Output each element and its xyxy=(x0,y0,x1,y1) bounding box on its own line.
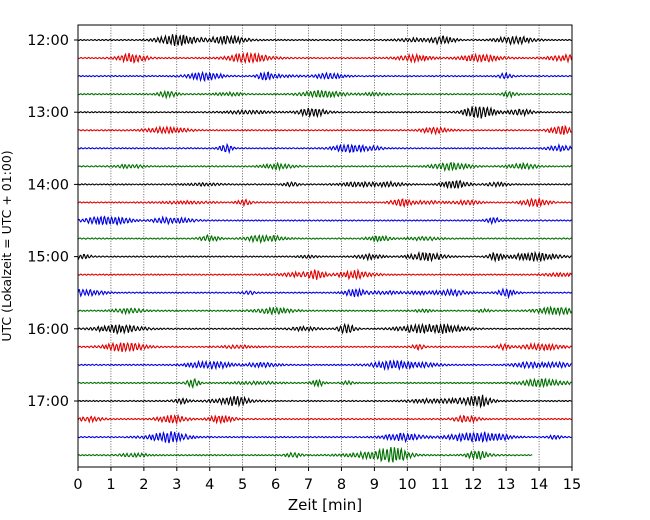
seismic-trace-line xyxy=(77,430,572,444)
y-axis-ticks: 12:00 13:00 14:00 15:00 16:00 17:00 xyxy=(27,33,78,410)
x-tick-label: 8 xyxy=(337,477,346,493)
seismic-trace-line xyxy=(77,105,572,119)
seismic-trace-line xyxy=(77,51,573,65)
seismic-trace-line xyxy=(77,446,533,463)
seismic-trace-line xyxy=(77,413,572,426)
seismic-trace-line xyxy=(77,287,572,300)
x-tick-label: 10 xyxy=(398,477,416,493)
x-tick-label: 14 xyxy=(530,477,548,493)
y-tick-label: 15:00 xyxy=(27,250,69,266)
seismic-trace-line xyxy=(77,377,572,389)
seismic-trace-line xyxy=(77,89,572,100)
seismic-trace-line xyxy=(77,124,572,136)
plot-frame xyxy=(77,24,573,468)
x-tick-label: 13 xyxy=(497,477,515,493)
seismic-trace-line xyxy=(77,161,572,173)
x-tick-label: 2 xyxy=(139,477,148,493)
y-tick-label: 16:00 xyxy=(27,322,69,338)
seismic-trace-line xyxy=(77,359,572,372)
seismic-trace-line xyxy=(77,179,572,190)
x-tick-label: 0 xyxy=(73,477,82,493)
seismic-trace-line xyxy=(77,305,572,317)
x-tick-label: 7 xyxy=(304,477,313,493)
seismic-trace-line xyxy=(77,268,572,281)
x-tick-label: 4 xyxy=(205,477,214,493)
x-tick-label: 12 xyxy=(464,477,482,493)
y-tick-label: 14:00 xyxy=(27,177,69,193)
y-tick-label: 17:00 xyxy=(27,394,69,410)
seismic-trace-line xyxy=(77,34,572,46)
x-tick-label: 6 xyxy=(271,477,280,493)
x-axis-label: Zeit [min] xyxy=(288,496,362,514)
seismic-trace-line xyxy=(77,215,572,227)
x-tick-label: 9 xyxy=(370,477,379,493)
x-tick-label: 15 xyxy=(563,477,581,493)
seismic-trace-line xyxy=(77,142,572,155)
x-tick-label: 11 xyxy=(431,477,449,493)
seismic-trace-line xyxy=(77,197,572,209)
y-tick-label: 12:00 xyxy=(27,33,69,49)
x-tick-label: 1 xyxy=(106,477,115,493)
x-tick-label: 5 xyxy=(238,477,247,493)
x-tick-label: 3 xyxy=(172,477,181,493)
y-axis-label: UTC (Lokalzeit = UTC + 01:00) xyxy=(0,150,14,341)
seismic-trace-line xyxy=(77,70,572,83)
seismic-trace-line xyxy=(77,322,572,335)
y-tick-label: 13:00 xyxy=(27,105,69,121)
seismic-trace-line xyxy=(77,250,572,263)
seismic-trace-line xyxy=(77,341,572,353)
seismic-trace-line xyxy=(77,394,572,409)
x-gridlines xyxy=(110,25,540,467)
seismic-traces xyxy=(77,34,573,463)
seismic-trace-line xyxy=(77,233,572,245)
x-axis-ticks: 0 1 2 3 4 5 6 7 8 9 10 11 12 13 14 15 xyxy=(73,467,581,493)
